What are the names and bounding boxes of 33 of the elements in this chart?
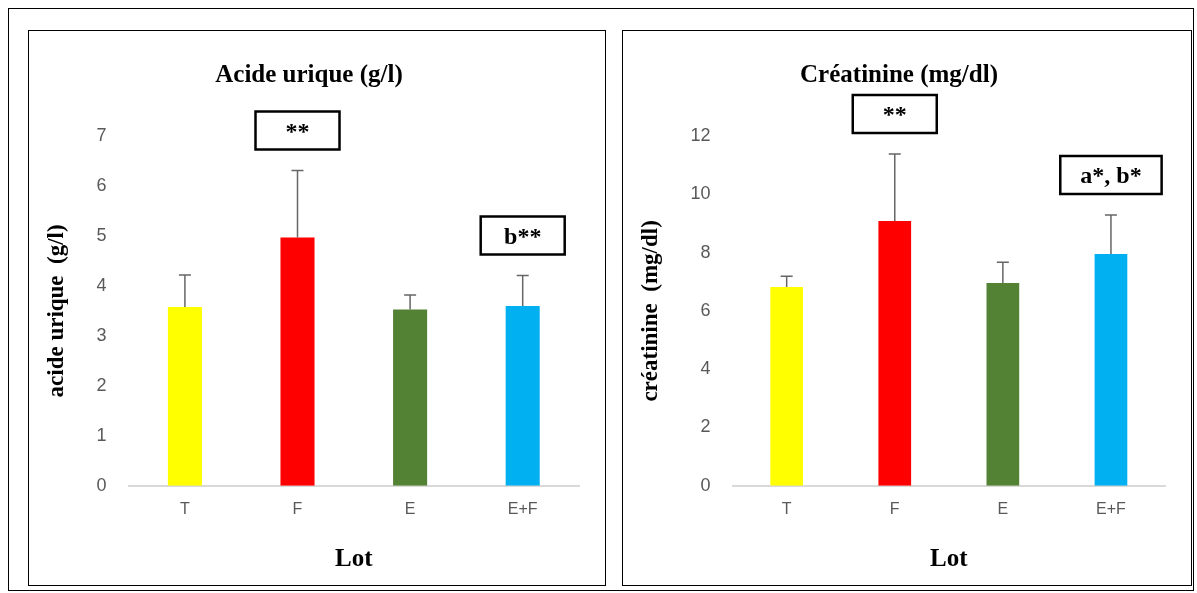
x-tick-label: E+F: [1096, 499, 1127, 517]
y-tick-label: 4: [96, 274, 107, 295]
x-tick-label: T: [781, 499, 792, 517]
x-tick-label: E: [997, 499, 1009, 517]
annotation: a*, b*: [1080, 162, 1142, 189]
y-tick-label: 12: [690, 124, 711, 145]
y-tick-label: 10: [690, 183, 711, 204]
x-axis-title: Lot: [930, 544, 969, 572]
y-tick-label: 1: [96, 424, 107, 445]
x-tick-label: F: [889, 499, 900, 517]
x-axis-title: Lot: [335, 544, 374, 572]
x-tick-label: E: [404, 499, 416, 517]
x-tick-label: E+F: [507, 499, 538, 517]
y-tick-label: 2: [96, 374, 107, 395]
y-tick-label: 0: [96, 474, 107, 495]
annotation: b**: [504, 222, 542, 249]
y-tick-label: 5: [96, 224, 107, 245]
annotation: **: [285, 117, 310, 144]
chart-title: Acide urique (g/l): [215, 60, 403, 89]
y-tick-label: 7: [96, 124, 107, 145]
y-tick-label: 0: [700, 474, 711, 495]
y-tick-label: 8: [700, 241, 711, 262]
y-tick-label: 6: [96, 174, 107, 195]
y-tick-label: 2: [700, 416, 711, 437]
y-tick-label: 4: [700, 358, 711, 379]
x-tick-label: F: [292, 499, 303, 517]
y-tick-label: 6: [700, 299, 711, 320]
chart-title: Créatinine (mg/dl): [800, 60, 998, 89]
y-axis-title: acide urique (g/l): [42, 224, 68, 398]
x-tick-label: T: [180, 499, 191, 517]
text: **: [882, 101, 907, 128]
y-tick-label: 3: [96, 324, 107, 345]
y-axis-title: créatinine (mg/dl): [636, 220, 662, 402]
